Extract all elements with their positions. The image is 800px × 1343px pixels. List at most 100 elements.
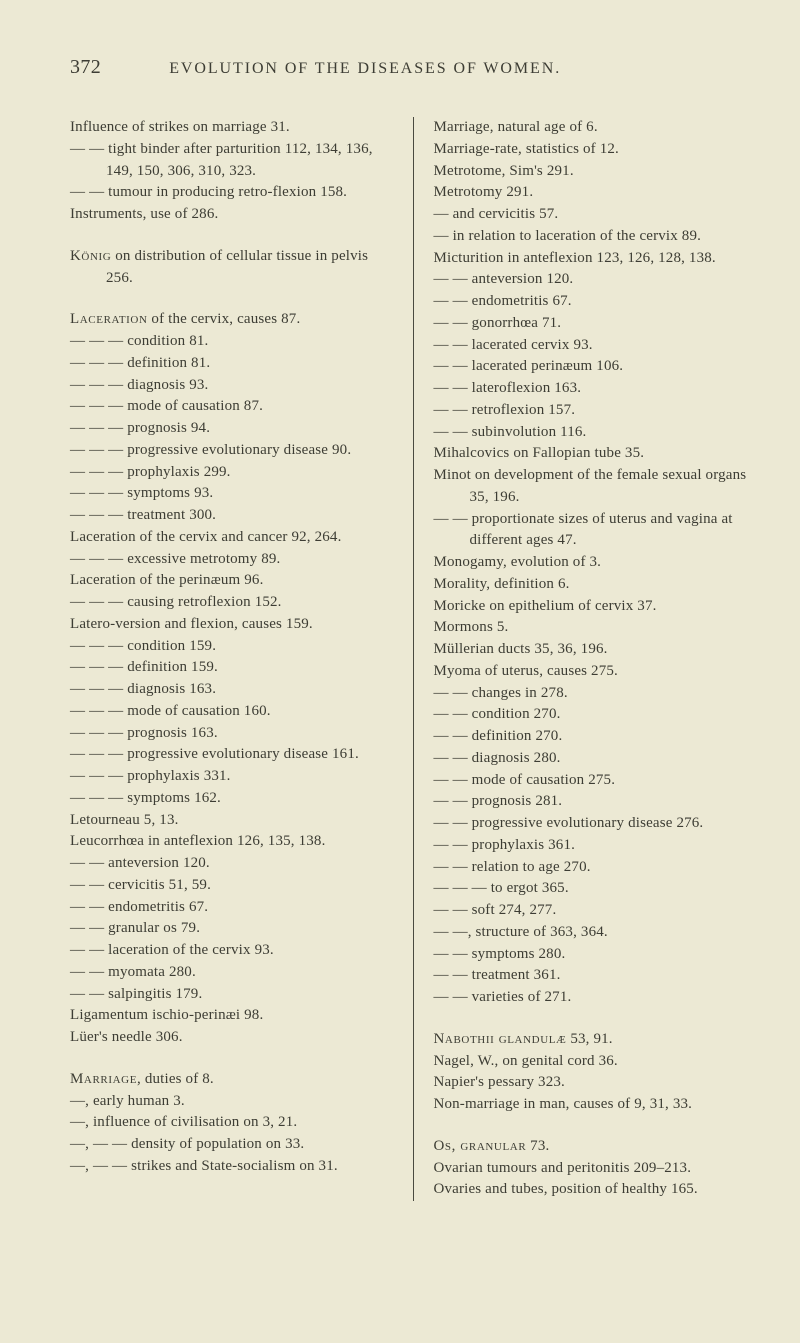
index-entry: — — — treatment 300.	[70, 505, 393, 527]
index-entry: — — myomata 280.	[70, 962, 393, 984]
index-entry: Latero-version and flexion, causes 159.	[70, 614, 393, 636]
right-column: Marriage, natural age of 6. Marriage-rat…	[432, 117, 757, 1201]
index-block: Marriage, duties of 8. —, early human 3.…	[70, 1069, 393, 1178]
index-entry: Micturition in anteflexion 123, 126, 128…	[434, 248, 757, 270]
index-entry: Metrotomy 291.	[434, 182, 757, 204]
index-entry: — — progressive evolutionary disease 276…	[434, 813, 757, 835]
index-entry: — — gonorrhœa 71.	[434, 313, 757, 335]
left-column: Influence of strikes on marriage 31. — —…	[70, 117, 395, 1201]
index-entry: Nagel, W., on genital cord 36.	[434, 1051, 757, 1073]
index-entry: — — — definition 81.	[70, 353, 393, 375]
index-entry: Metrotome, Sim's 291.	[434, 161, 757, 183]
index-entry: Lüer's needle 306.	[70, 1027, 393, 1049]
index-entry: — — changes in 278.	[434, 683, 757, 705]
index-entry: — — definition 270.	[434, 726, 757, 748]
columns: Influence of strikes on marriage 31. — —…	[70, 117, 756, 1201]
entry-lead: König	[70, 248, 111, 264]
index-entry: — — — causing retroflexion 152.	[70, 592, 393, 614]
index-entry: — — tumour in producing retro-flexion 15…	[70, 182, 393, 204]
index-entry: Influence of strikes on marriage 31.	[70, 117, 393, 139]
index-entry: — — — symptoms 93.	[70, 483, 393, 505]
index-entry: — — — prognosis 163.	[70, 723, 393, 745]
index-entry: — — — to ergot 365.	[434, 878, 757, 900]
index-entry: — — laceration of the cervix 93.	[70, 940, 393, 962]
index-entry: — — — prophylaxis 299.	[70, 462, 393, 484]
index-entry: Ligamentum ischio-perinæi 98.	[70, 1005, 393, 1027]
index-entry: — — — excessive metrotomy 89.	[70, 549, 393, 571]
index-entry: — — — condition 81.	[70, 331, 393, 353]
column-divider	[413, 117, 414, 1201]
index-entry: —, influence of civilisation on 3, 21.	[70, 1112, 393, 1134]
entry-lead: Laceration	[70, 311, 148, 327]
index-entry: Marriage, duties of 8.	[70, 1069, 393, 1091]
index-entry: — — — prophylaxis 331.	[70, 766, 393, 788]
index-entry: Minot on development of the female sexua…	[434, 465, 757, 509]
index-entry: — — endometritis 67.	[434, 291, 757, 313]
index-entry: — — mode of causation 275.	[434, 770, 757, 792]
index-entry: Marriage-rate, statistics of 12.	[434, 139, 757, 161]
entry-rest: , duties of 8.	[137, 1071, 214, 1087]
index-entry: Moricke on epithelium of cervix 37.	[434, 596, 757, 618]
index-entry: — — retroflexion 157.	[434, 400, 757, 422]
index-entry: — — anteversion 120.	[434, 269, 757, 291]
index-entry: Nabothii glandulæ 53, 91.	[434, 1029, 757, 1051]
index-block: Nabothii glandulæ 53, 91. Nagel, W., on …	[434, 1029, 757, 1116]
index-entry: —, — — density of population on 33.	[70, 1134, 393, 1156]
index-entry: — — cervicitis 51, 59.	[70, 875, 393, 897]
index-entry: — — anteversion 120.	[70, 853, 393, 875]
index-entry: — — granular os 79.	[70, 918, 393, 940]
index-entry: — — — diagnosis 163.	[70, 679, 393, 701]
index-entry: — — lateroflexion 163.	[434, 378, 757, 400]
index-entry: — —, structure of 363, 364.	[434, 922, 757, 944]
entry-rest: on distribution of cellular tissue in pe…	[106, 248, 368, 286]
index-entry: Mormons 5.	[434, 617, 757, 639]
index-entry: — — prognosis 281.	[434, 791, 757, 813]
index-entry: — — varieties of 271.	[434, 987, 757, 1009]
index-entry: — — endometritis 67.	[70, 897, 393, 919]
index-entry: — — salpingitis 179.	[70, 984, 393, 1006]
index-entry: König on distribution of cellular tissue…	[70, 246, 393, 290]
index-entry: Napier's pessary 323.	[434, 1072, 757, 1094]
index-entry: — — subinvolution 116.	[434, 422, 757, 444]
index-entry: — — — mode of causation 87.	[70, 396, 393, 418]
index-entry: — — — prognosis 94.	[70, 418, 393, 440]
page: 372 EVOLUTION OF THE DISEASES OF WOMEN. …	[0, 0, 800, 1343]
index-block: Laceration of the cervix, causes 87. — —…	[70, 309, 393, 1049]
entry-lead: Nabothii glandulæ	[434, 1031, 567, 1047]
index-entry: — — soft 274, 277.	[434, 900, 757, 922]
index-block: Os, granular 73. Ovarian tumours and per…	[434, 1136, 757, 1201]
entry-lead: Os, granular	[434, 1138, 527, 1154]
index-entry: — — proportionate sizes of uterus and va…	[434, 509, 757, 553]
index-entry: — — diagnosis 280.	[434, 748, 757, 770]
index-entry: Ovarian tumours and peritonitis 209–213.	[434, 1158, 757, 1180]
entry-rest: of the cervix, causes 87.	[148, 311, 301, 327]
index-entry: — — — mode of causation 160.	[70, 701, 393, 723]
index-entry: Non-marriage in man, causes of 9, 31, 33…	[434, 1094, 757, 1116]
index-entry: Letourneau 5, 13.	[70, 810, 393, 832]
index-entry: Müllerian ducts 35, 36, 196.	[434, 639, 757, 661]
index-entry: — — lacerated perinæum 106.	[434, 356, 757, 378]
index-entry: — — — definition 159.	[70, 657, 393, 679]
index-entry: — — prophylaxis 361.	[434, 835, 757, 857]
index-entry: Morality, definition 6.	[434, 574, 757, 596]
index-entry: — — treatment 361.	[434, 965, 757, 987]
running-head: EVOLUTION OF THE DISEASES OF WOMEN.	[169, 60, 561, 78]
entry-rest: 53, 91.	[566, 1031, 612, 1047]
index-entry: — — symptoms 280.	[434, 944, 757, 966]
index-entry: Myoma of uterus, causes 275.	[434, 661, 757, 683]
entry-rest: 73.	[526, 1138, 549, 1154]
index-entry: Laceration of the cervix, causes 87.	[70, 309, 393, 331]
index-entry: — — condition 270.	[434, 704, 757, 726]
index-entry: —, early human 3.	[70, 1091, 393, 1113]
page-number: 372	[70, 56, 101, 79]
index-entry: Marriage, natural age of 6.	[434, 117, 757, 139]
index-entry: — and cervicitis 57.	[434, 204, 757, 226]
index-entry: — — — symptoms 162.	[70, 788, 393, 810]
index-entry: — — lacerated cervix 93.	[434, 335, 757, 357]
index-block: König on distribution of cellular tissue…	[70, 246, 393, 290]
index-entry: — in relation to laceration of the cervi…	[434, 226, 757, 248]
index-block: Marriage, natural age of 6. Marriage-rat…	[434, 117, 757, 1009]
index-block: Influence of strikes on marriage 31. — —…	[70, 117, 393, 226]
index-entry: Instruments, use of 286.	[70, 204, 393, 226]
index-entry: —, — — strikes and State-socialism on 31…	[70, 1156, 393, 1178]
